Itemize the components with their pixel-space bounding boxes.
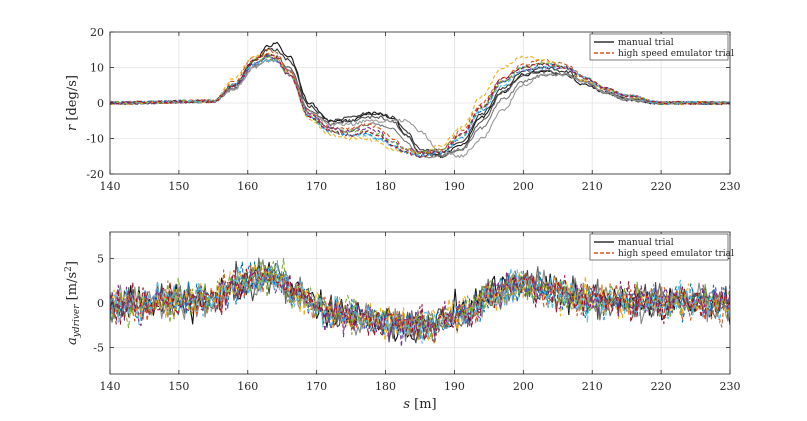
x-tick-label: 220 xyxy=(651,380,672,393)
legend-box xyxy=(589,233,729,261)
y-axis-unit-exponent: 2 xyxy=(64,266,74,272)
y-axis-unit-close: ] xyxy=(65,261,80,266)
series-group xyxy=(110,41,730,159)
x-tick-label: 140 xyxy=(100,380,121,393)
x-tick-label: 170 xyxy=(306,380,327,393)
x-tick-label: 140 xyxy=(100,180,121,193)
x-tick-label: 230 xyxy=(720,380,741,393)
emulator-series-line xyxy=(110,260,730,344)
y-tick-label: 5 xyxy=(97,253,104,266)
lateral-acceleration-panel: 140 150 160 170 180 190 200 210 220 230 -5 0 5 aydriv… xyxy=(64,231,741,412)
x-tick-label: 180 xyxy=(375,180,396,193)
y-axis-unit: [m/s xyxy=(65,272,80,300)
y-tick-label: 20 xyxy=(90,26,104,39)
y-tick-label: 10 xyxy=(90,62,104,75)
x-tick-label: 210 xyxy=(582,180,603,193)
y-tick-label: -5 xyxy=(93,341,104,354)
x-axis-label: s [m] xyxy=(403,397,436,412)
emulator-series-line xyxy=(110,257,730,340)
x-tick-label: 200 xyxy=(513,380,534,393)
x-tick-label: 200 xyxy=(513,180,534,193)
x-tick-label: 170 xyxy=(306,180,327,193)
y-tick-label: 0 xyxy=(97,297,104,310)
legend-label: manual trial xyxy=(618,238,674,248)
x-tick-label: 150 xyxy=(168,180,189,193)
x-tick-label: 160 xyxy=(237,180,258,193)
x-axis-variable: s xyxy=(403,397,410,412)
x-tick-label: 190 xyxy=(444,180,465,193)
x-tick-label: 180 xyxy=(375,380,396,393)
x-tick-label: 220 xyxy=(651,180,672,193)
emulator-series-line xyxy=(110,55,730,154)
y-axis-variable: r xyxy=(65,124,80,131)
emulator-series-line xyxy=(110,52,730,159)
legend-label: high speed emulator trial xyxy=(618,49,734,59)
x-tick-label: 210 xyxy=(582,380,603,393)
series-group xyxy=(110,257,730,348)
legend-box xyxy=(589,33,729,61)
emulator-series-line xyxy=(110,268,730,341)
legend-label: high speed emulator trial xyxy=(618,249,734,259)
y-axis-variable: a xyxy=(65,337,80,345)
y-axis-label: r [deg/s] xyxy=(65,75,80,131)
y-axis-subscript: ydriver xyxy=(72,304,82,338)
x-tick-label: 230 xyxy=(720,180,741,193)
legend-label: manual trial xyxy=(618,38,674,48)
y-axis-unit: [deg/s] xyxy=(65,75,80,121)
x-tick-label: 190 xyxy=(444,380,465,393)
y-axis-label: aydriver [m/s2] xyxy=(64,261,82,345)
y-tick-label: -10 xyxy=(86,133,104,146)
x-tick-label: 160 xyxy=(237,380,258,393)
y-tick-label: 0 xyxy=(97,97,104,110)
emulator-series-line xyxy=(110,270,730,348)
x-axis-unit: [m] xyxy=(414,397,436,412)
y-tick-label: -20 xyxy=(86,168,104,181)
emulator-series-line xyxy=(110,264,730,342)
yaw-rate-panel: 140 150 160 170 180 190 200 210 220 230 -20 -10 0 10 2… xyxy=(65,26,741,193)
x-tick-label: 150 xyxy=(168,380,189,393)
